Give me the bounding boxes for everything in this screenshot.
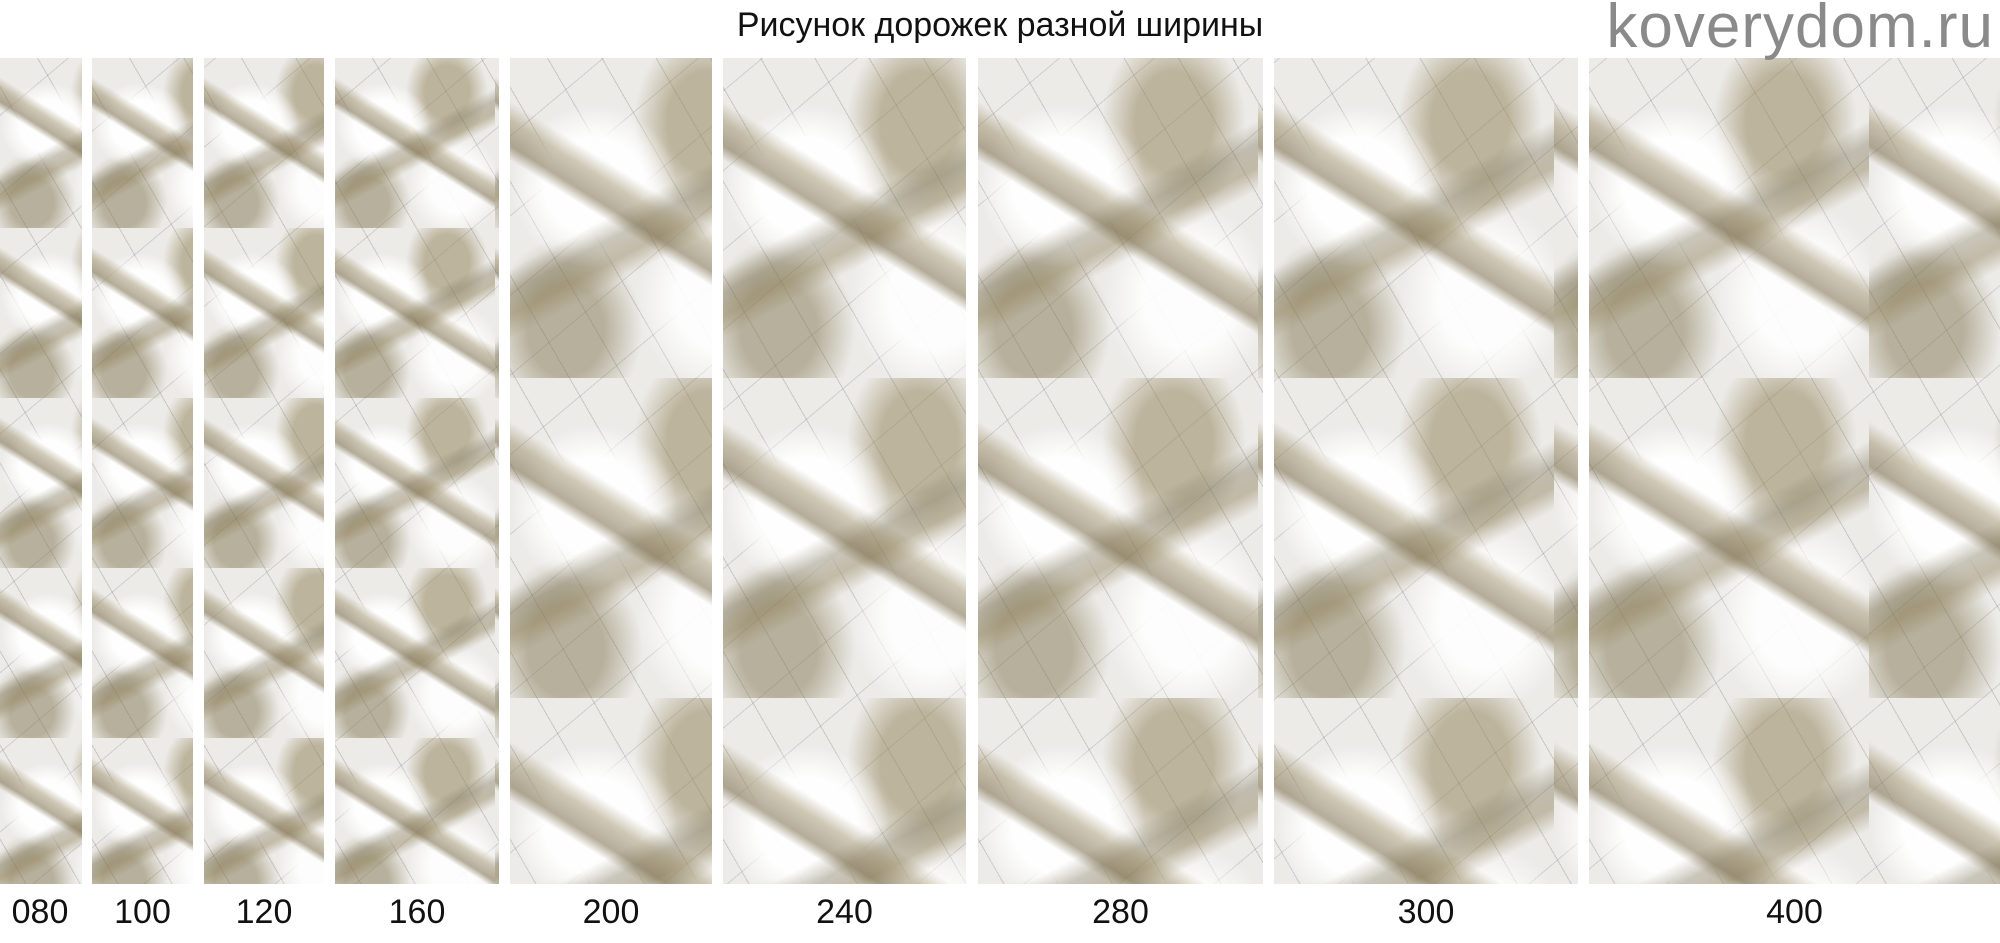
width-label-300: 300 — [1397, 893, 1455, 931]
width-label-240: 240 — [816, 893, 873, 931]
runner-pattern-400 — [1589, 58, 2000, 884]
runner-pattern-080 — [0, 58, 82, 884]
runner-pattern-200 — [510, 58, 712, 884]
width-label-100: 100 — [114, 893, 171, 931]
width-label-400: 400 — [1766, 893, 1823, 931]
runner-pattern-160 — [335, 58, 499, 884]
width-label-160: 160 — [388, 893, 446, 931]
runner-pattern-120 — [204, 58, 324, 884]
runner-pattern-300 — [1274, 58, 1578, 884]
watermark: koverydom.ru — [1606, 0, 1994, 61]
width-label-200: 200 — [582, 893, 640, 931]
runner-pattern-280 — [978, 58, 1263, 884]
width-label-280: 280 — [1092, 893, 1149, 931]
runner-pattern-100 — [92, 58, 193, 884]
runner-pattern-240 — [723, 58, 966, 884]
width-label-120: 120 — [235, 893, 293, 931]
page-title: Рисунок дорожек разной ширины — [736, 6, 1264, 44]
width-label-080: 080 — [11, 893, 69, 931]
